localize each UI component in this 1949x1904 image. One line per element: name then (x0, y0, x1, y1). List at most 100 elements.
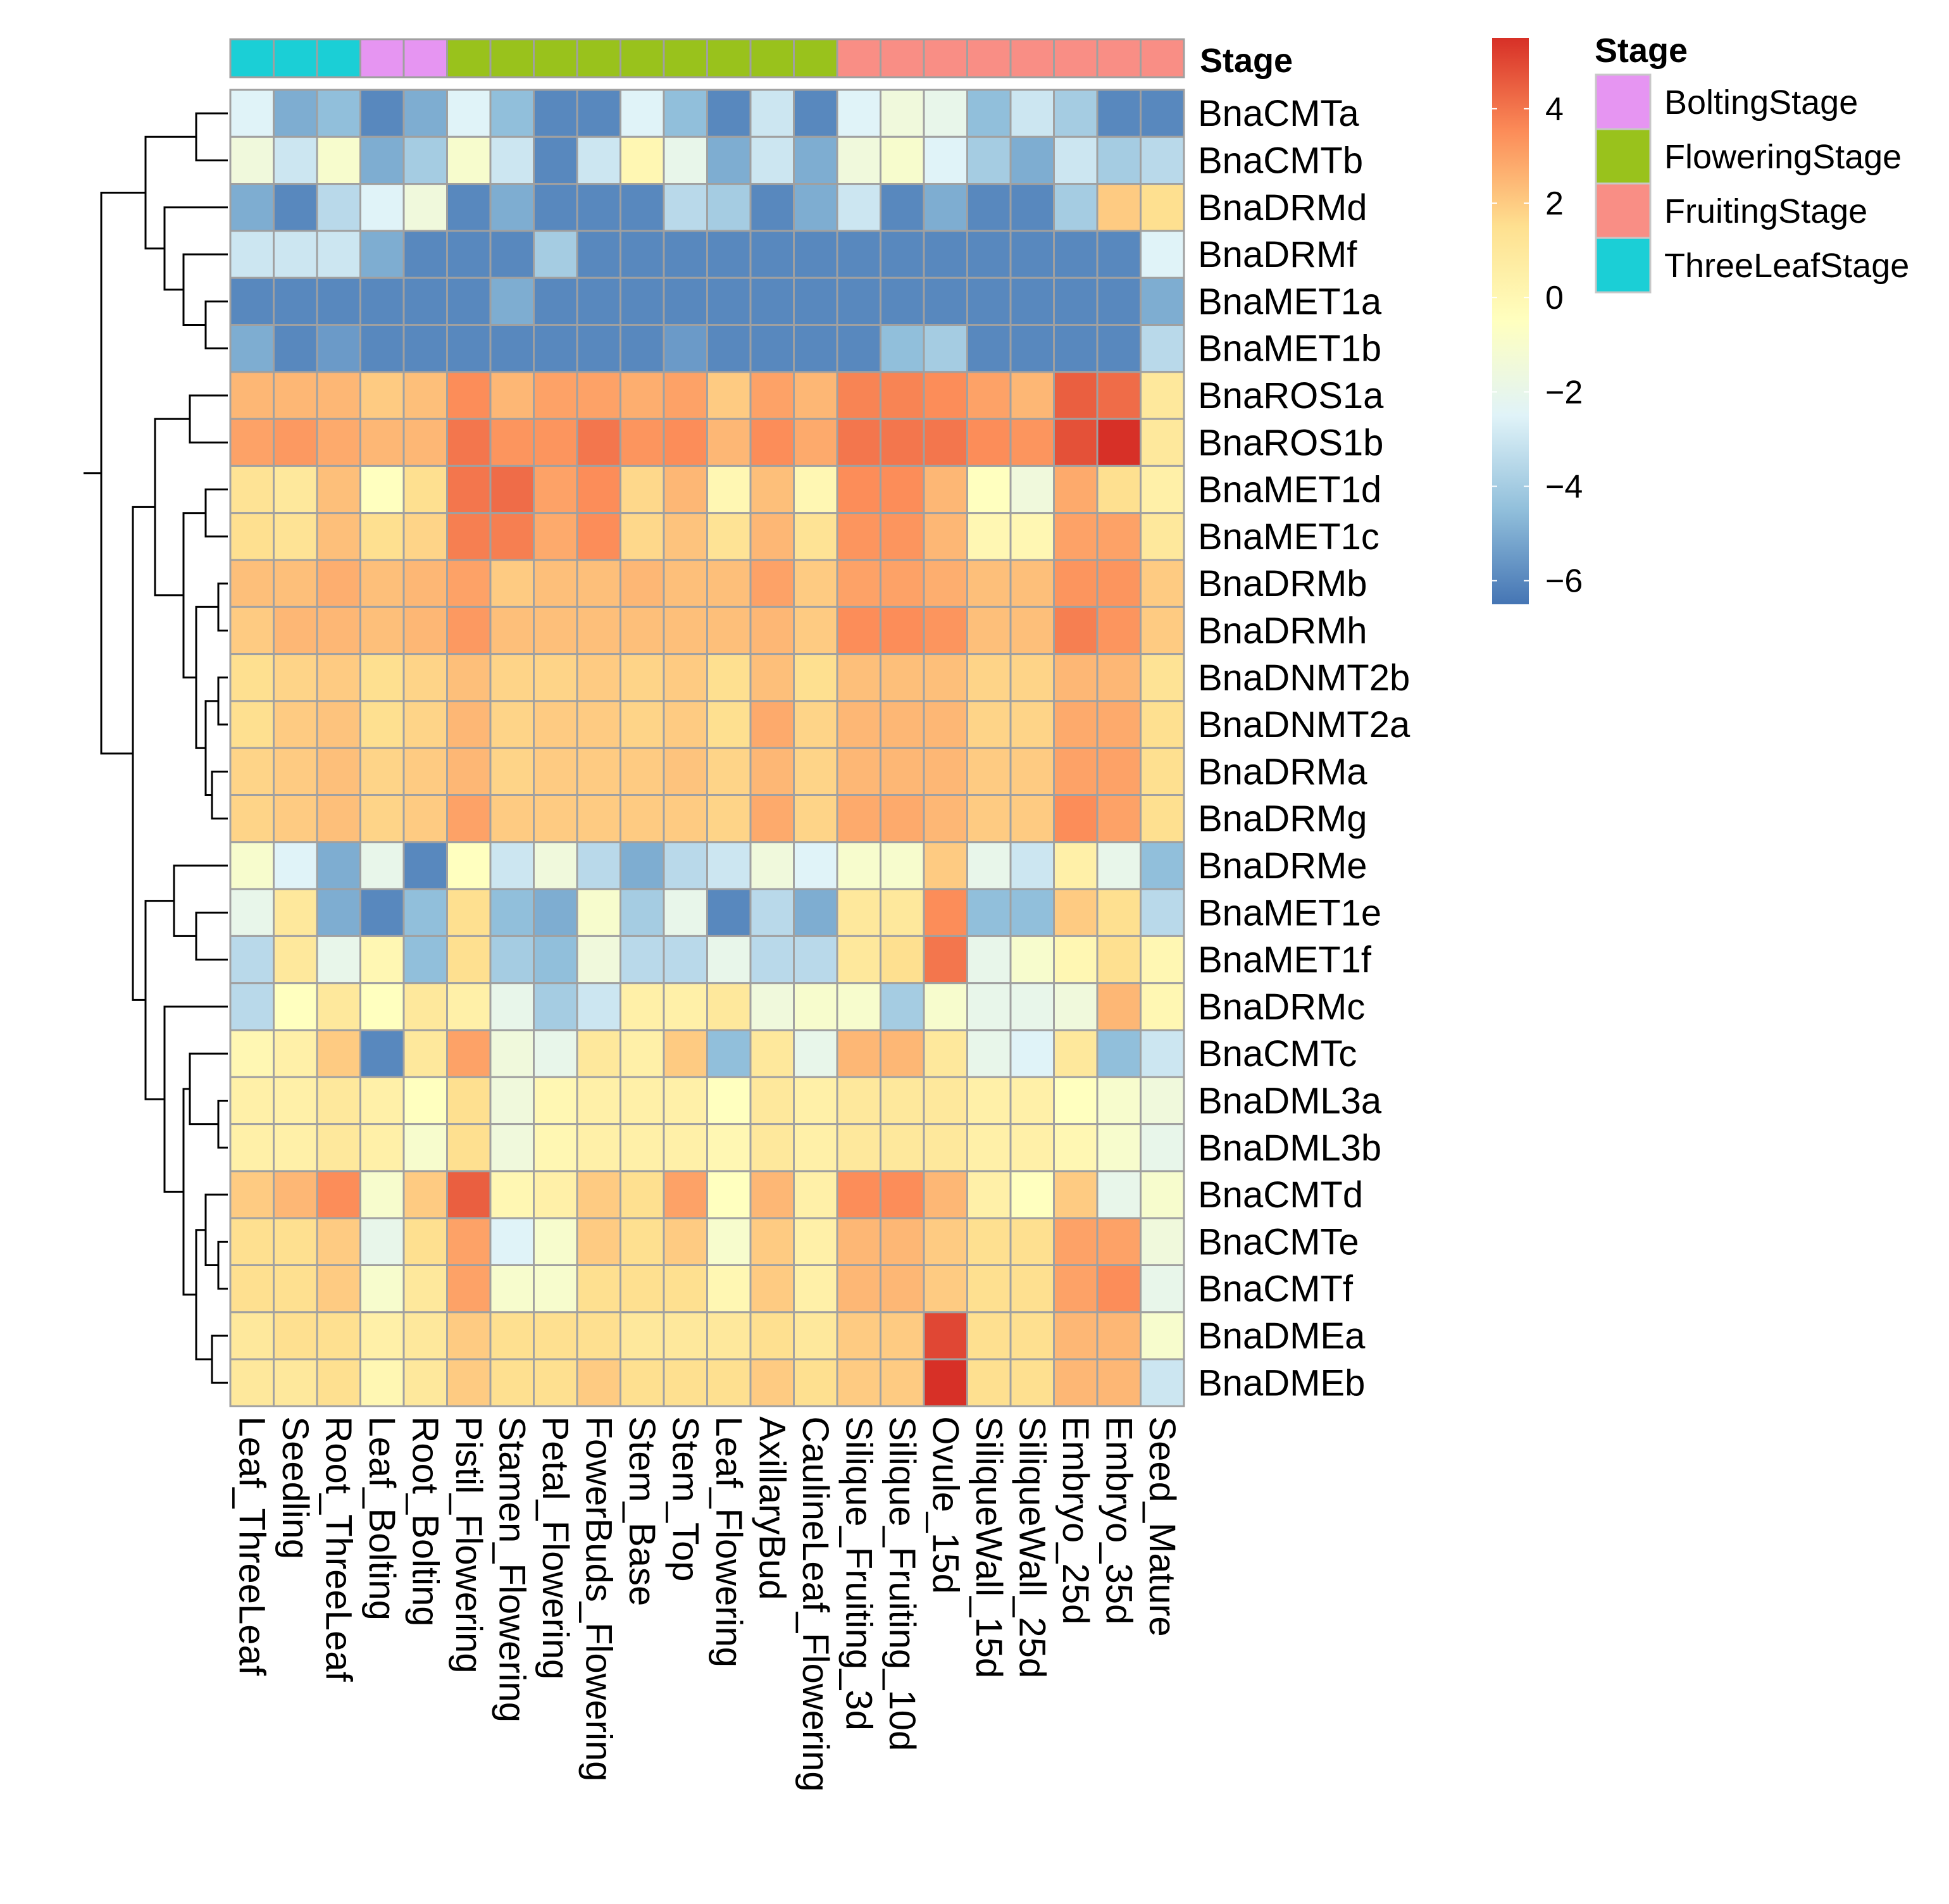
heatmap-cell (1053, 1029, 1099, 1078)
column-label: SiliqueWall_15d (968, 1416, 1009, 1678)
heatmap-cell (229, 982, 275, 1031)
heatmap-cell (749, 888, 795, 937)
heatmap-cell (489, 841, 535, 890)
heatmap-cell (620, 559, 665, 608)
heatmap-cell (793, 935, 838, 985)
column-label: AxillaryBud (751, 1416, 792, 1600)
heatmap-cell (1096, 1311, 1142, 1360)
heatmap-cell (359, 794, 405, 843)
heatmap-cell (663, 888, 708, 937)
heatmap-cell (880, 464, 925, 514)
heatmap-cell (533, 841, 578, 890)
heatmap-cell (749, 1264, 795, 1314)
heatmap-cell (1009, 1217, 1055, 1266)
heatmap-cell (229, 230, 275, 279)
heatmap-cell (576, 1029, 621, 1078)
heatmap-cell (1096, 183, 1142, 232)
heatmap-cell (793, 841, 838, 890)
heatmap-cell (1009, 1029, 1055, 1078)
heatmap-cell (489, 1264, 535, 1314)
heatmap-cell (1053, 464, 1099, 514)
heatmap-cell (402, 135, 448, 185)
heatmap-cell (923, 183, 968, 232)
heatmap-cell (620, 1264, 665, 1314)
heatmap-cell (880, 1029, 925, 1078)
heatmap-cell (533, 888, 578, 937)
column-label: Root_Bolting (404, 1416, 445, 1626)
heatmap-cell (706, 418, 752, 467)
heatmap-cell (1009, 982, 1055, 1031)
heatmap-cell (663, 559, 708, 608)
heatmap-cell (1140, 183, 1185, 232)
heatmap-cell (229, 606, 275, 656)
heatmap-cell (359, 371, 405, 420)
row-label: BnaDRMa (1198, 751, 1367, 792)
heatmap-cell (706, 935, 752, 985)
heatmap-cell (1140, 135, 1185, 185)
heatmap-cell (880, 277, 925, 327)
heatmap-cell (966, 371, 1012, 420)
heatmap-cell (533, 794, 578, 843)
heatmap-cell (229, 1029, 275, 1078)
heatmap-cell (576, 794, 621, 843)
column-label: Root_ThreeLeaf (318, 1416, 359, 1682)
heatmap-cell (533, 464, 578, 514)
heatmap-cell (533, 230, 578, 279)
heatmap-cell (966, 982, 1012, 1031)
legend-swatch (1595, 73, 1652, 130)
heatmap-cell (1096, 888, 1142, 937)
heatmap-cell (1140, 982, 1185, 1031)
heatmap-cell (446, 464, 492, 514)
row-label: BnaROS1b (1198, 422, 1383, 463)
heatmap-cell (1140, 794, 1185, 843)
heatmap-cell (966, 559, 1012, 608)
heatmap-cell (923, 230, 968, 279)
colorbar-tick-label: 2 (1545, 185, 1564, 222)
heatmap-cell (1009, 747, 1055, 796)
heatmap-cell (923, 935, 968, 985)
heatmap-cell (576, 1217, 621, 1266)
heatmap-cell (576, 653, 621, 702)
heatmap-cell (880, 794, 925, 843)
column-label: Stem_Top (664, 1416, 706, 1581)
heatmap-cell (316, 982, 361, 1031)
stage-annotation-bar (229, 38, 1185, 78)
heatmap-cell (316, 1217, 361, 1266)
heatmap-cell (749, 747, 795, 796)
heatmap-cell (489, 1217, 535, 1266)
heatmap-cell (359, 464, 405, 514)
stage-annotation-cell (273, 38, 318, 78)
stage-annotation-cell (446, 38, 492, 78)
heatmap-cell (489, 653, 535, 702)
heatmap-cell (923, 888, 968, 937)
heatmap-cell (706, 183, 752, 232)
legend-label: FloweringStage (1664, 138, 1902, 176)
heatmap-cell (836, 1217, 881, 1266)
heatmap-cell (620, 935, 665, 985)
heatmap-cell (229, 794, 275, 843)
heatmap-cell (793, 982, 838, 1031)
heatmap-cell (402, 418, 448, 467)
heatmap-cell (402, 747, 448, 796)
heatmap-cell (923, 841, 968, 890)
heatmap-cell (576, 1311, 621, 1360)
heatmap-cell (1053, 418, 1099, 467)
heatmap-cell (663, 1217, 708, 1266)
heatmap-cell (749, 1123, 795, 1173)
heatmap-cell (620, 653, 665, 702)
heatmap-cell (836, 1076, 881, 1126)
heatmap-cell (1053, 1170, 1099, 1219)
column-label: Leaf_Bolting (361, 1416, 402, 1620)
heatmap-cell (706, 512, 752, 561)
heatmap-cell (446, 606, 492, 656)
heatmap-cell (966, 464, 1012, 514)
stage-annotation-cell (663, 38, 708, 78)
dendrogram-branch (195, 606, 218, 749)
heatmap-cell (576, 841, 621, 890)
heatmap-cell (402, 559, 448, 608)
heatmap-cell (1096, 606, 1142, 656)
heatmap-cell (446, 653, 492, 702)
dendrogram-branch (163, 206, 228, 291)
column-label: Stamen_Flowering (491, 1416, 532, 1722)
heatmap-cell (663, 135, 708, 185)
